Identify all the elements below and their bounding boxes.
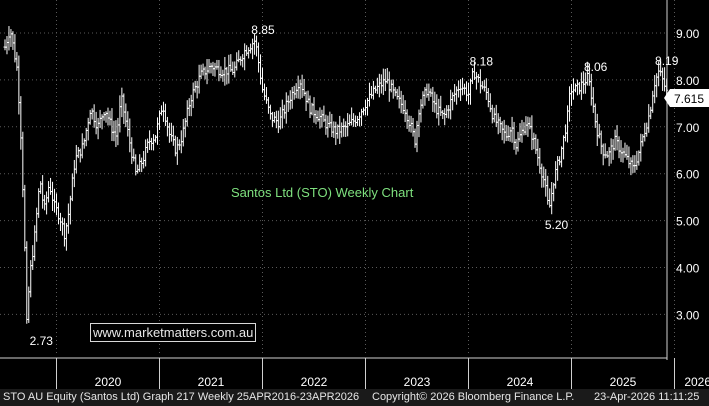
price-annotation: 2.73: [30, 334, 54, 348]
x-tick-label: 2026: [684, 375, 709, 389]
y-tick-label: 4.00: [676, 262, 700, 276]
x-tick-label: 2021: [198, 375, 225, 389]
x-tick-label: 2025: [610, 375, 637, 389]
y-axis: 3.00 4.00 5.00 6.00 7.00 8.00 9.00: [666, 0, 700, 360]
price-annotation: 8.06: [584, 60, 608, 74]
price-bars: [3, 26, 669, 324]
x-tick-label: 2023: [404, 375, 431, 389]
last-price-box: [664, 88, 709, 107]
x-axis: 2020 2021 2022 2023 2024 2025 2026: [0, 357, 709, 389]
chart-title: Santos Ltd (STO) Weekly Chart: [231, 185, 414, 200]
x-tick-label: 2020: [95, 375, 122, 389]
watermark-link[interactable]: www.marketmatters.com.au: [90, 323, 257, 342]
y-tick-label: 3.00: [676, 308, 700, 322]
last-price-tag: 7.615: [664, 88, 709, 107]
price-annotation: 8.18: [470, 54, 494, 68]
y-tick-label: 5.00: [676, 215, 700, 229]
price-annotation: 8.85: [251, 23, 275, 37]
y-tick-label: 6.00: [676, 168, 700, 182]
price-annotations: 8.85 2.73 8.18 5.20 8.06 8.19: [30, 23, 679, 348]
y-tick-label: 8.00: [676, 74, 700, 88]
footer-copyright: Copyright© 2026 Bloomberg Finance L.P.: [372, 391, 575, 403]
price-annotation: 8.19: [655, 54, 679, 68]
last-price-label: 7.615: [674, 92, 704, 106]
y-tick-label: 9.00: [676, 27, 700, 41]
footer-timestamp: 23-Apr-2026 11:11:25: [594, 391, 700, 403]
footer-bar: STO AU Equity (Santos Ltd) Graph 217 Wee…: [0, 389, 709, 406]
footer-security-info: STO AU Equity (Santos Ltd) Graph 217 Wee…: [3, 391, 360, 403]
y-tick-label: 7.00: [676, 121, 700, 135]
price-annotation: 5.20: [545, 218, 569, 232]
chart-grid: [0, 0, 675, 356]
x-tick-label: 2024: [507, 375, 534, 389]
x-tick-label: 2022: [301, 375, 328, 389]
